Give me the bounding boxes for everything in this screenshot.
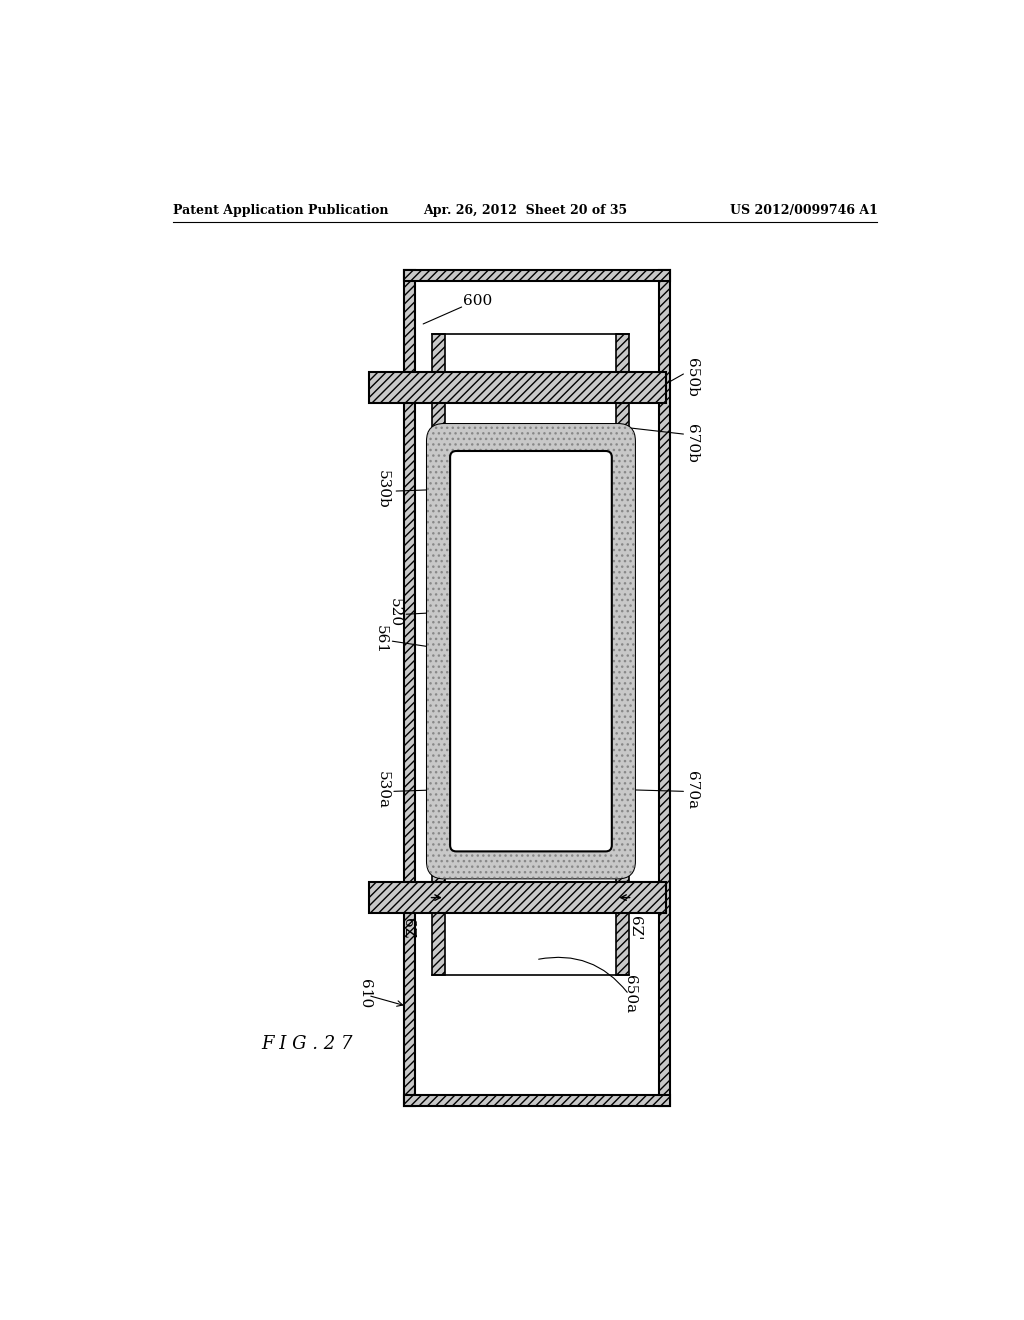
Text: Apr. 26, 2012  Sheet 20 of 35: Apr. 26, 2012 Sheet 20 of 35 [423,205,627,218]
Text: 561: 561 [374,626,388,655]
Bar [415,281,658,1094]
Text: 530b: 530b [376,470,389,510]
Text: 610: 610 [358,979,373,1008]
Text: 670b: 670b [685,424,699,463]
Bar [658,271,670,1106]
Text: 520: 520 [388,598,401,627]
Text: 650b: 650b [685,359,699,397]
Bar [432,334,444,974]
Text: 670a: 670a [685,771,699,809]
FancyBboxPatch shape [427,424,635,878]
Text: 600: 600 [463,294,493,308]
Text: 650a: 650a [624,974,637,1012]
Bar [370,882,666,913]
Bar [370,372,666,404]
Bar [403,271,415,1106]
Bar [403,271,670,281]
Bar [444,334,616,974]
Text: 6Z: 6Z [400,919,415,939]
Text: 6Z': 6Z' [628,916,642,941]
Bar [616,334,629,974]
Text: Patent Application Publication: Patent Application Publication [173,205,388,218]
FancyBboxPatch shape [427,424,635,878]
Text: 530a: 530a [376,771,389,809]
Bar [403,1094,670,1106]
Text: F I G . 2 7: F I G . 2 7 [261,1035,353,1053]
FancyBboxPatch shape [451,451,611,851]
Text: US 2012/0099746 A1: US 2012/0099746 A1 [729,205,878,218]
